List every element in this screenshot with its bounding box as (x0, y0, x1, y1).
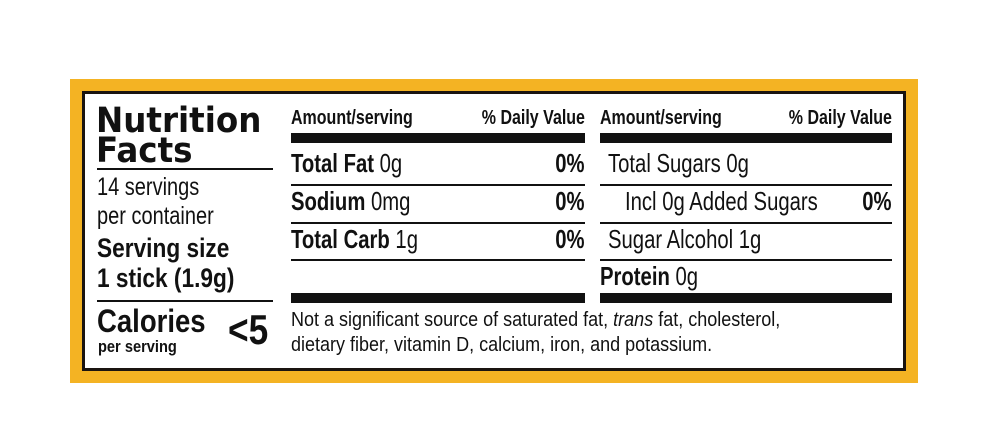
nutrient-name: Protein (600, 261, 670, 291)
divider (97, 168, 273, 170)
servings-per-container: 14 servings (97, 173, 200, 201)
nutrient-name: Total Fat (291, 148, 374, 178)
header-daily-value-2: % Daily Value (788, 107, 892, 129)
footnote-italic: trans (613, 309, 654, 331)
row-total-sugars: Total Sugars 0g (608, 148, 749, 178)
calories-value: <5 (228, 306, 269, 353)
row-added-sugars: Incl 0g Added Sugars (625, 186, 818, 216)
nutrient-name: Sodium (291, 186, 366, 216)
row-protein: Protein 0g (600, 263, 698, 289)
calories-label: Calories (97, 303, 206, 339)
total-carb-dv: 0% (555, 224, 585, 254)
nutrient-amount: 0g (379, 148, 403, 178)
nutrient-amount: 0g (675, 261, 699, 291)
title-nutrition: Nutrition (96, 101, 262, 141)
row-sugar-alcohol: Sugar Alcohol 1g (608, 224, 762, 254)
row-total-carb: Total Carb 1g (291, 226, 418, 252)
title-facts: Facts (96, 131, 193, 171)
nutrient-name: Total Carb (291, 224, 390, 254)
header-amount-serving-2: Amount/serving (600, 107, 722, 129)
footnote-text: Not a significant source of saturated fa… (291, 309, 614, 331)
footnote-line-1: Not a significant source of saturated fa… (291, 310, 780, 330)
added-sugars-dv: 0% (862, 186, 892, 216)
footnote-text: fat, cholesterol, (653, 309, 781, 331)
servings-per-container-2: per container (97, 202, 214, 230)
header-daily-value: % Daily Value (481, 107, 585, 129)
divider (291, 222, 585, 224)
total-fat-dv: 0% (555, 148, 585, 178)
serving-size-value: 1 stick (1.9g) (97, 263, 235, 293)
thick-bar (291, 133, 585, 143)
nutrient-amount: 1g (395, 224, 418, 254)
footnote-line-2: dietary fiber, vitamin D, calcium, iron,… (291, 334, 713, 356)
serving-size-label: Serving size (97, 233, 230, 263)
divider (600, 222, 892, 224)
calories-per-serving: per serving (98, 337, 177, 356)
row-sodium: Sodium 0mg (291, 188, 410, 214)
thick-bar (291, 293, 585, 303)
row-total-fat: Total Fat 0g (291, 150, 402, 176)
divider (600, 184, 892, 186)
nutrient-amount: 0mg (371, 186, 411, 216)
thick-bar (600, 293, 892, 303)
header-amount-serving: Amount/serving (291, 107, 413, 129)
divider (291, 184, 585, 186)
divider (291, 259, 585, 261)
divider (97, 300, 273, 302)
divider (600, 259, 892, 261)
sodium-dv: 0% (555, 186, 585, 216)
thick-bar (600, 133, 892, 143)
